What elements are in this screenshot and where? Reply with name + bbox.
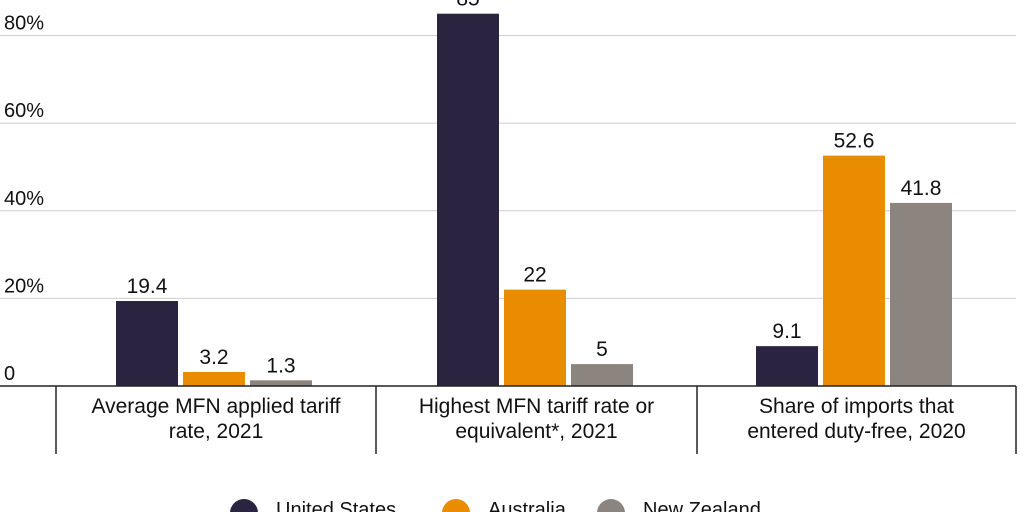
bar-united-states-1 — [116, 301, 178, 386]
legend-label-united-states: United States — [276, 499, 396, 512]
bar-australia-2 — [504, 289, 566, 386]
category-label: equivalent*, 2021 — [455, 420, 617, 443]
data-label-new-zealand-2: 5 — [596, 338, 608, 361]
data-label-new-zealand-1: 1.3 — [266, 354, 295, 377]
data-label-united-states-3: 9.1 — [772, 320, 801, 343]
data-label-united-states-2: 85 — [456, 0, 479, 11]
legend-label-australia: Australia — [488, 499, 567, 512]
category-label: Average MFN applied tariff — [91, 395, 340, 418]
y-tick-label: 80% — [4, 13, 44, 35]
bar-australia-3 — [823, 155, 885, 386]
y-tick-label: 40% — [4, 188, 44, 210]
bar-united-states-3 — [756, 346, 818, 386]
data-labels: 19.4 3.2 1.3 85 22 5 9.1 52.6 41.8 — [127, 0, 942, 377]
legend-swatch-united-states — [230, 499, 258, 512]
y-tick-label: 60% — [4, 100, 44, 122]
y-tick-label: 0 — [4, 363, 15, 385]
bars — [116, 13, 952, 386]
data-label-australia-2: 22 — [523, 264, 546, 287]
x-axis — [0, 385, 1017, 454]
data-label-australia-1: 3.2 — [199, 346, 228, 369]
data-label-united-states-1: 19.4 — [127, 275, 168, 298]
legend-label-new-zealand: New Zealand — [643, 499, 761, 512]
y-tick-label: 20% — [4, 275, 44, 297]
legend-swatch-new-zealand — [597, 499, 625, 512]
category-label: Highest MFN tariff rate or — [419, 395, 654, 418]
bar-united-states-2 — [437, 13, 499, 386]
bar-new-zealand-1 — [250, 380, 312, 386]
bar-new-zealand-3 — [890, 202, 952, 386]
legend-swatch-australia — [442, 499, 470, 512]
category-label: Share of imports that — [759, 395, 954, 418]
category-label: rate, 2021 — [169, 420, 264, 443]
category-label: entered duty-free, 2020 — [747, 420, 965, 443]
data-label-australia-3: 52.6 — [834, 130, 875, 153]
bar-new-zealand-2 — [571, 364, 633, 386]
legend: United States Australia New Zealand — [230, 499, 761, 512]
bar-australia-1 — [183, 371, 245, 386]
data-label-new-zealand-3: 41.8 — [901, 177, 942, 200]
y-axis-tick-labels: 0 20% 40% 60% 80% — [4, 13, 44, 385]
